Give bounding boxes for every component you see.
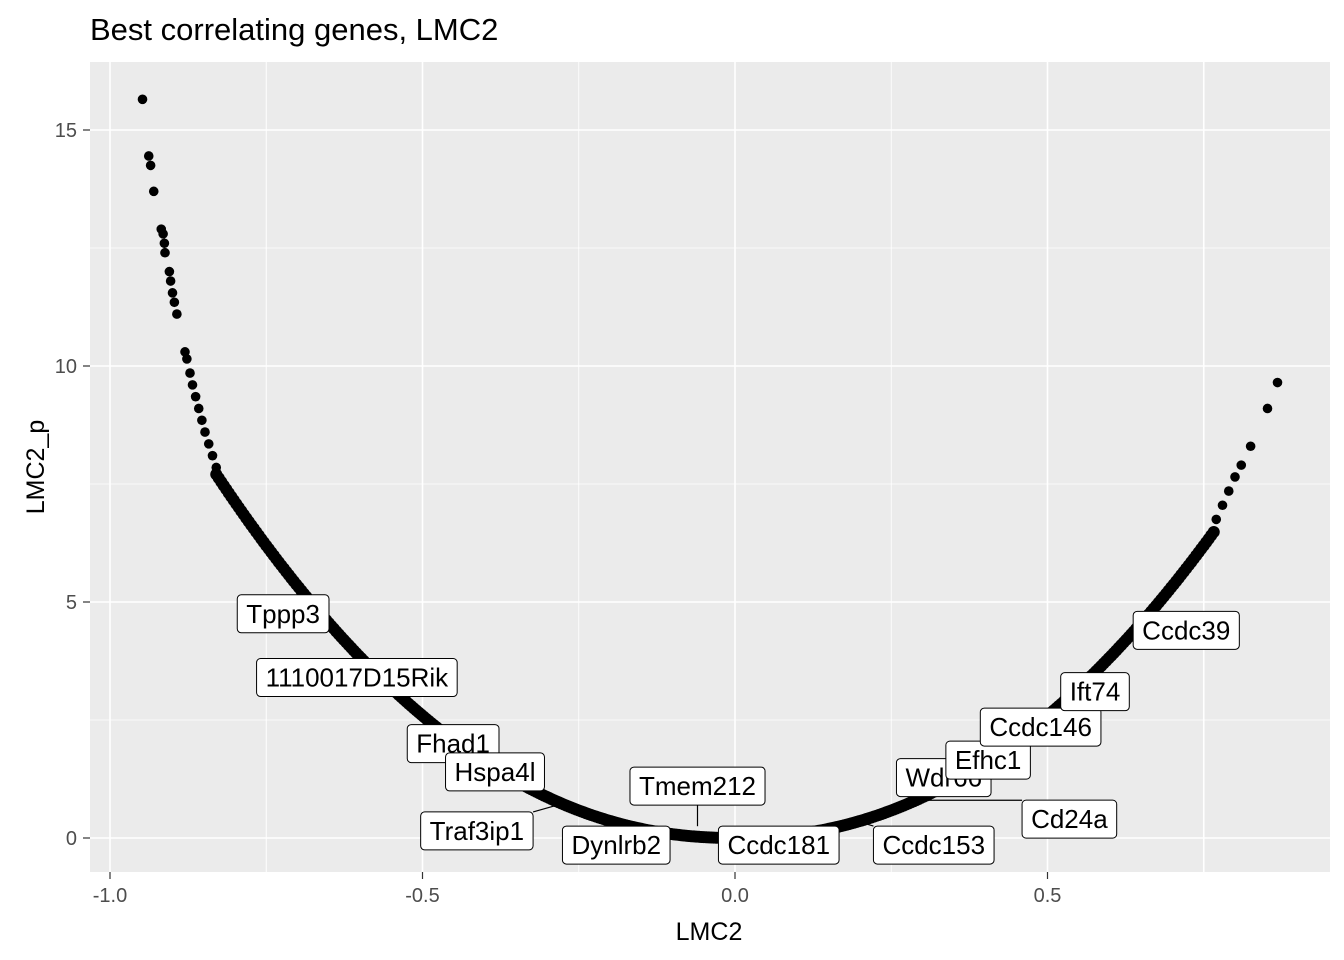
data-point xyxy=(172,309,182,319)
gene-label-box xyxy=(979,707,1102,747)
data-point xyxy=(203,439,214,449)
x-tick-label: 0.0 xyxy=(721,885,749,907)
y-tick-label: 10 xyxy=(55,356,77,378)
gene-label-box xyxy=(561,825,671,865)
gene-label: Dynlrb2 xyxy=(561,825,671,865)
data-point xyxy=(158,229,168,239)
label-leader-lines xyxy=(532,799,1023,827)
data-point xyxy=(160,247,170,258)
gene-label-text: Ccdc146 xyxy=(989,712,1092,742)
data-point xyxy=(164,266,175,277)
data-point xyxy=(211,462,222,473)
gene-label: Tppp3 xyxy=(236,594,330,634)
gene-label-text: 1110017D15Rik xyxy=(266,663,450,693)
plot-panel xyxy=(90,62,1330,872)
data-point xyxy=(200,427,210,437)
data-point xyxy=(187,380,198,390)
data-point xyxy=(197,415,207,426)
data-point xyxy=(1217,500,1228,511)
data-point xyxy=(165,276,176,286)
data-point xyxy=(145,160,156,171)
x-axis-title: LMC2 xyxy=(676,918,743,946)
y-axis-title: LMC2_p xyxy=(22,420,50,515)
gene-label-text: Dynlrb2 xyxy=(571,830,661,860)
gene-label-text: Ccdc181 xyxy=(727,830,830,860)
chart-title: Best correlating genes, LMC2 xyxy=(90,12,498,47)
x-tick-label: -0.5 xyxy=(405,885,439,907)
gene-label-text: Ccdc39 xyxy=(1142,615,1230,645)
x-tick-label: 0.5 xyxy=(1034,885,1062,907)
data-point xyxy=(185,368,195,378)
y-tick-label: 0 xyxy=(66,828,77,850)
gene-label-box xyxy=(717,825,840,865)
gene-label-text: Ift74 xyxy=(1070,677,1121,707)
data-point xyxy=(182,354,192,364)
gene-label-text: Tppp3 xyxy=(246,599,320,629)
gene-label: 1110017D15Rik xyxy=(256,658,458,698)
gene-label-box xyxy=(629,766,766,806)
gene-label: Ccdc181 xyxy=(717,825,840,865)
gene-label-text: Cd24a xyxy=(1031,804,1108,834)
gene-label: Cd24a xyxy=(1021,799,1118,839)
gene-label-box xyxy=(1021,799,1118,839)
data-point xyxy=(1272,377,1283,388)
data-point xyxy=(1223,486,1234,496)
data-point xyxy=(148,186,159,197)
data-point xyxy=(167,288,178,298)
gene-label: Hspa4l xyxy=(445,752,545,792)
gene-label-text: Efhc1 xyxy=(955,745,1022,775)
gene-label-text: Hspa4l xyxy=(455,757,536,787)
x-axis-ticks: -1.0 -0.5 0.0 0.5 xyxy=(93,872,1062,907)
data-point xyxy=(169,297,180,308)
data-point xyxy=(207,450,218,461)
gene-label: Ccdc153 xyxy=(872,825,995,865)
gene-label-text: Tmem212 xyxy=(639,771,756,801)
data-point xyxy=(1230,472,1240,482)
gene-label-box xyxy=(872,825,995,865)
gene-label-text: Traf3ip1 xyxy=(430,816,524,846)
gene-label: Ccdc39 xyxy=(1132,610,1240,650)
leader-line xyxy=(532,802,567,813)
gene-label: Efhc1 xyxy=(945,740,1031,780)
data-point xyxy=(137,94,148,105)
data-point xyxy=(143,151,154,161)
band-point xyxy=(1207,525,1220,538)
gene-label-box xyxy=(256,658,458,698)
gene-label-box xyxy=(420,811,534,851)
gene-label: Traf3ip1 xyxy=(420,811,534,851)
gene-label-box xyxy=(236,594,330,634)
data-point xyxy=(193,403,204,414)
data-point xyxy=(159,238,170,249)
gene-label-box xyxy=(445,752,545,792)
data-point xyxy=(1245,441,1256,452)
y-axis-ticks: 0 5 10 15 xyxy=(55,120,90,850)
data-point xyxy=(1236,460,1247,470)
y-tick-label: 5 xyxy=(66,592,77,614)
y-tick-label: 15 xyxy=(55,120,77,142)
data-points xyxy=(137,94,1283,525)
gene-label: Ccdc146 xyxy=(979,707,1102,747)
data-point xyxy=(1211,514,1222,525)
grid-lines xyxy=(90,62,1330,872)
gene-label-text: Ccdc153 xyxy=(882,830,985,860)
data-point xyxy=(190,391,201,402)
x-tick-label: -1.0 xyxy=(93,885,127,907)
gene-label-box xyxy=(1060,672,1130,712)
gene-label-box xyxy=(1132,610,1240,650)
leader-line xyxy=(850,818,874,827)
data-point xyxy=(1262,403,1273,414)
gene-label: Ift74 xyxy=(1060,672,1130,712)
gene-label: Tmem212 xyxy=(629,766,766,806)
